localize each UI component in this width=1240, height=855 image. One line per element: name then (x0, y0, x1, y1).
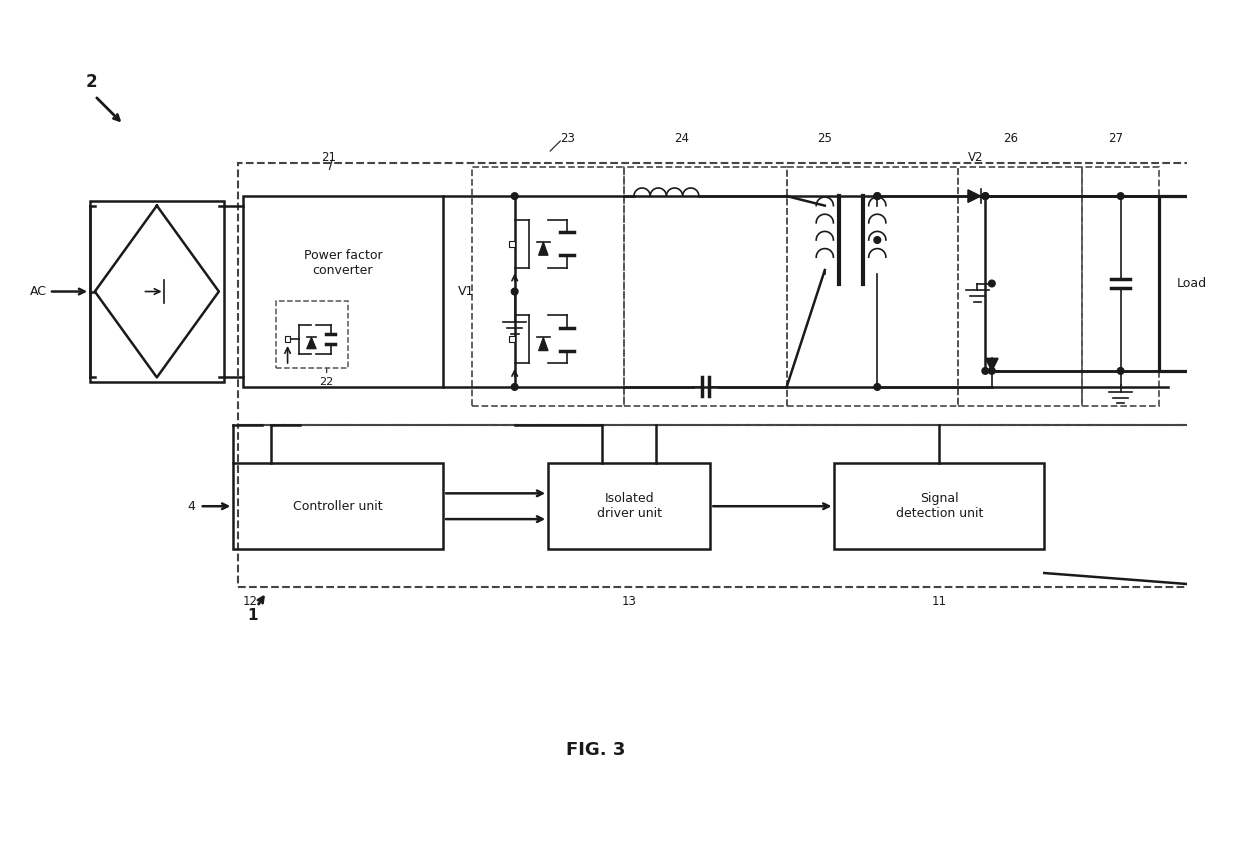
Text: 27: 27 (1109, 133, 1123, 145)
Polygon shape (538, 338, 548, 351)
Circle shape (982, 192, 988, 199)
Text: AC: AC (30, 285, 47, 298)
Circle shape (988, 368, 996, 374)
Polygon shape (538, 242, 548, 256)
Bar (1159, 196, 1225, 371)
Text: Isolated
driver unit: Isolated driver unit (596, 492, 662, 520)
Text: 12: 12 (243, 595, 258, 608)
Bar (285, 336, 290, 342)
Bar (238, 162, 1230, 425)
Bar (508, 241, 515, 247)
Text: FIG. 3: FIG. 3 (567, 740, 625, 758)
Text: 13: 13 (621, 595, 636, 608)
Text: 4: 4 (187, 499, 195, 513)
Text: Signal
detection unit: Signal detection unit (895, 492, 983, 520)
Circle shape (982, 368, 988, 374)
Text: 24: 24 (675, 133, 689, 145)
Bar (243, 196, 443, 387)
Circle shape (874, 192, 880, 199)
Text: V1: V1 (458, 285, 474, 298)
Bar (277, 301, 347, 368)
Circle shape (511, 288, 518, 295)
Text: Load: Load (1177, 277, 1208, 290)
Text: 26: 26 (1003, 133, 1018, 145)
Circle shape (988, 280, 996, 286)
Bar (625, 168, 786, 406)
Circle shape (874, 192, 880, 199)
Bar (786, 168, 959, 406)
Bar (471, 168, 625, 406)
Text: Controller unit: Controller unit (294, 499, 383, 513)
Bar (508, 336, 515, 342)
Circle shape (1117, 368, 1123, 374)
Text: 22: 22 (319, 377, 334, 387)
Circle shape (982, 192, 988, 199)
Text: 23: 23 (559, 133, 574, 145)
Text: V2: V2 (968, 151, 983, 164)
Circle shape (874, 384, 880, 390)
Text: 11: 11 (931, 595, 947, 608)
Bar (959, 168, 1083, 406)
Bar (238, 425, 1230, 587)
Polygon shape (986, 358, 998, 371)
Polygon shape (306, 338, 316, 349)
Bar (1083, 168, 1159, 406)
Text: 21: 21 (321, 151, 336, 164)
Text: 25: 25 (817, 133, 832, 145)
Bar (233, 463, 443, 549)
Bar (835, 463, 1044, 549)
Circle shape (874, 237, 880, 244)
Circle shape (511, 384, 518, 390)
Polygon shape (968, 190, 981, 203)
Bar (548, 463, 711, 549)
Text: 1: 1 (248, 609, 258, 623)
Bar (91, 201, 223, 382)
Circle shape (511, 192, 518, 199)
Text: 2: 2 (86, 73, 97, 91)
Circle shape (1117, 192, 1123, 199)
Text: Power factor
converter: Power factor converter (304, 249, 382, 277)
